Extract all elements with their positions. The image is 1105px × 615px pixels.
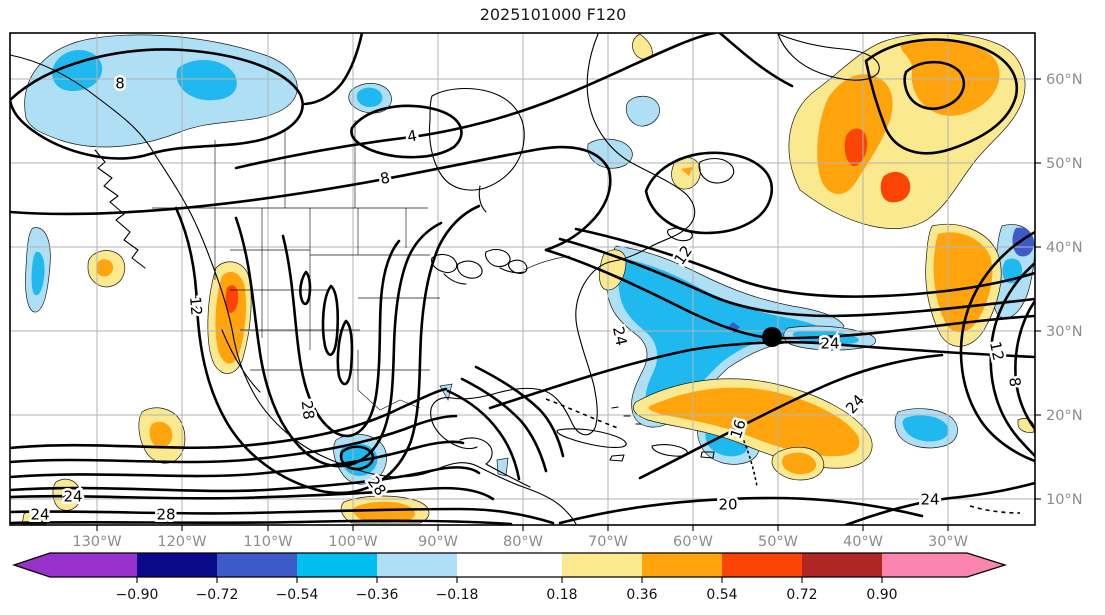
lon-tick-label: 40°W [843,534,883,550]
colorbar-segment [562,553,642,577]
colorbar-tick-label: −0.72 [196,587,239,603]
lat-tick-label: 10°N [1046,492,1083,508]
lon-tick-label: 80°W [503,534,543,550]
contour-label: 24 [609,325,631,347]
colorbar-tick-label: 0.54 [706,587,737,603]
lat-tick-label: 30°N [1046,324,1083,340]
contour-label: 8 [1005,376,1024,388]
target-point-marker [762,327,782,347]
colorbar-segment [137,553,217,577]
colorbar-tick-label: 0.18 [546,587,577,603]
colorbar-tick-label: −0.54 [276,587,319,603]
contour-label: 24 [820,334,839,352]
colorbar-under-arrow [14,553,137,577]
contour-label: 20 [718,495,737,513]
lon-tick-label: 90°W [418,534,458,550]
contour-label: 12 [986,340,1008,362]
weather-map-plot: 2025101000 F120 [0,0,1105,615]
contour-label: 28 [156,505,175,523]
lon-tick-label: 100°W [328,534,377,550]
contour-label: 8 [379,168,392,188]
lat-tick-label: 40°N [1046,240,1083,256]
colorbar-segment [802,553,882,577]
contour-label: 4 [406,127,419,146]
lon-tick-label: 110°W [243,534,292,550]
colorbar-tick-label: 0.90 [866,587,897,603]
marker-group [762,327,782,347]
shading-layer [22,33,1034,524]
colorbar-segment [297,553,377,577]
figure: 2025101000 F120 [0,0,1105,615]
colorbar-segment [642,553,722,577]
lon-tick-label: 120°W [157,534,206,550]
colorbar-segment [377,553,457,577]
plot-title: 2025101000 F120 [480,5,627,24]
colorbar-segment [457,553,562,577]
colorbar-tick-label: −0.18 [436,587,479,603]
colorbar-tick-label: −0.90 [116,587,159,603]
lon-tick-label: 30°W [928,534,968,550]
lat-tick-label: 20°N [1046,408,1083,424]
lat-tick-label: 60°N [1046,72,1083,88]
contour-label: 24 [63,487,82,505]
lon-tick-label: 50°W [758,534,798,550]
colorbar-tick-label: −0.36 [356,587,399,603]
lon-tick-label: 130°W [72,534,121,550]
colorbar-tick-label: 0.72 [786,587,817,603]
contour-label: 24 [30,505,49,523]
colorbar: −0.90 −0.72 −0.54 −0.36 −0.18 0.18 0.36 0.54 0.7… [14,553,1005,603]
contour-label: 8 [115,74,125,92]
colorbar-segment [217,553,297,577]
lon-tick-label: 60°W [673,534,713,550]
colorbar-over-arrow [882,553,1005,577]
contour-label: 12 [186,296,206,317]
colorbar-tick-label: 0.36 [626,587,657,603]
contour-label: 28 [298,399,318,420]
colorbar-segment [722,553,802,577]
contour-label: 24 [920,490,939,508]
lat-tick-label: 50°N [1046,156,1083,172]
lon-tick-label: 70°W [588,534,628,550]
